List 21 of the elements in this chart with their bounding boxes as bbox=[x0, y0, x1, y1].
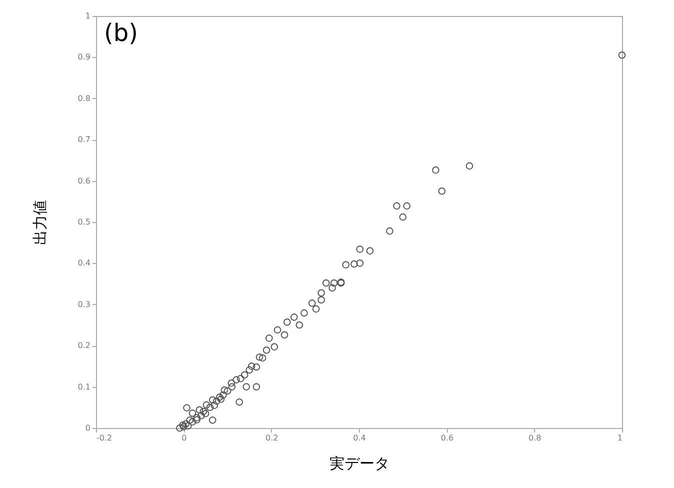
y-tick-label: 0.2 bbox=[78, 341, 90, 350]
x-tick-label: 0.4 bbox=[353, 434, 366, 442]
x-tick-label: 0 bbox=[182, 434, 187, 442]
annotation: (b) bbox=[104, 19, 138, 47]
y-tick-label: 0.9 bbox=[78, 52, 90, 62]
x-tick-label: 0.6 bbox=[440, 434, 454, 442]
x-tick-label: -0.2 bbox=[96, 434, 112, 442]
y-tick-label: 0.6 bbox=[78, 176, 90, 186]
x-tick-label: 1 bbox=[617, 434, 622, 442]
x-axis-title: 実データ bbox=[330, 454, 390, 472]
y-tick-label: 0.8 bbox=[78, 94, 90, 103]
x-tick-label: 0.8 bbox=[528, 434, 542, 442]
y-tick-label: 1 bbox=[85, 12, 90, 20]
y-axis-title: 出力値 bbox=[30, 200, 49, 245]
y-tick-label: 0.7 bbox=[78, 135, 90, 144]
y-tick-label: 0.1 bbox=[78, 382, 90, 392]
y-tick-label: 0 bbox=[85, 424, 90, 432]
y-tick-label: 0.5 bbox=[78, 218, 90, 226]
y-tick-label: 0.4 bbox=[78, 258, 90, 268]
x-tick-label: 0.2 bbox=[265, 434, 278, 442]
y-tick-label: 0.3 bbox=[78, 300, 90, 309]
